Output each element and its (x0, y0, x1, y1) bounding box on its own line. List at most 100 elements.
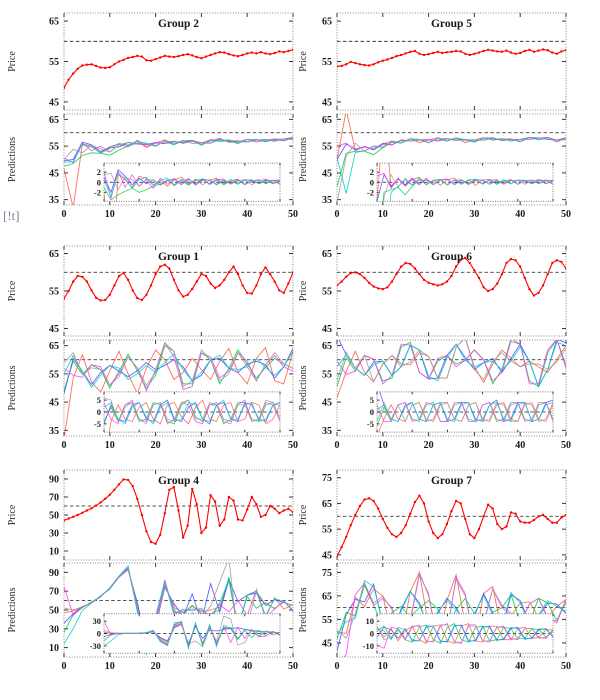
price-marker (395, 55, 398, 58)
price-marker (67, 289, 70, 293)
price-marker (250, 495, 253, 499)
prediction-series (64, 341, 293, 436)
price-marker (473, 536, 476, 540)
panel-title: Group 2 (158, 18, 199, 30)
price-marker (278, 289, 281, 292)
price-marker (218, 51, 221, 54)
price-marker (200, 531, 203, 535)
price-marker (464, 256, 467, 260)
price-marker (500, 527, 504, 531)
panel-group-6: 45 55 65 Price 35 45 55 65 Predictions Group 6 0 10… (298, 245, 571, 451)
price-marker (337, 284, 339, 287)
x-tick-label: 30 (196, 440, 206, 451)
price-marker (372, 285, 375, 288)
price-marker (459, 50, 462, 53)
price-marker (546, 517, 549, 521)
y-tick-label: 75 (322, 568, 332, 579)
price-marker (491, 49, 494, 52)
axis-label-pred: Predictions (298, 137, 309, 182)
x-tick-label: 0 (335, 209, 340, 220)
y-tick-label: 55 (322, 57, 332, 68)
price-marker (482, 515, 485, 518)
price-marker (140, 55, 144, 58)
price-marker (514, 52, 517, 55)
price-marker (195, 503, 198, 506)
price-marker (90, 507, 93, 510)
price-marker (136, 296, 139, 300)
price-marker (551, 51, 554, 54)
price-marker (441, 51, 444, 55)
price-marker (246, 291, 249, 295)
panel-group-2: 45 55 65 Price 35 45 55 65 Predictions Group 2 0 10… (7, 12, 298, 220)
price-marker (126, 278, 130, 281)
y-tick-label: 65 (322, 17, 332, 28)
price-series (337, 494, 566, 558)
error-line-trader-1 (108, 399, 280, 433)
price-marker (395, 272, 398, 276)
price-marker (200, 57, 203, 60)
price-marker (104, 66, 107, 70)
inset-y-tick-label: 5 (97, 395, 101, 405)
y-tick-label: 50 (49, 606, 59, 617)
price-marker (122, 58, 125, 62)
price-marker (505, 261, 508, 265)
price-marker (232, 54, 235, 57)
price-marker (564, 49, 566, 52)
price-marker (223, 51, 226, 54)
price-marker (473, 269, 476, 272)
x-tick-label: 20 (424, 661, 434, 672)
error-series (377, 391, 553, 433)
price-plot-frame (63, 469, 294, 561)
price-marker (72, 515, 75, 518)
price-marker (386, 58, 389, 61)
price-marker (204, 274, 208, 278)
price-marker (177, 289, 180, 292)
price-marker (358, 272, 362, 276)
x-tick-label: 40 (242, 440, 252, 451)
price-marker (163, 263, 166, 266)
error-series (104, 397, 280, 433)
y-tick-label: 10 (49, 547, 59, 558)
price-marker (390, 280, 394, 283)
error-line-trader-6 (104, 615, 280, 648)
prediction-line-trader-6 (64, 136, 293, 160)
y-tick-label: 45 (322, 168, 332, 179)
price-marker (159, 533, 162, 536)
price-marker (232, 499, 235, 502)
price-marker (278, 512, 281, 515)
price-marker (436, 50, 439, 53)
price-marker (363, 276, 366, 280)
price-marker (264, 52, 267, 55)
price-marker (422, 278, 426, 281)
price-marker (445, 51, 449, 54)
y-tick-label: 70 (49, 493, 59, 504)
x-tick-label: 20 (151, 661, 161, 672)
price-marker (282, 51, 285, 54)
price-marker (168, 55, 171, 58)
price-marker (523, 49, 526, 53)
price-marker (273, 280, 276, 283)
x-tick-label: 40 (515, 209, 525, 220)
price-marker (541, 48, 545, 51)
x-tick-label: 50 (561, 209, 571, 220)
error-series (377, 163, 553, 202)
y-tick-label: 45 (322, 97, 332, 108)
price-marker (259, 272, 263, 276)
y-tick-label: 55 (49, 57, 59, 68)
price-marker (354, 513, 357, 517)
y-tick-label: 65 (49, 341, 59, 352)
price-marker (454, 265, 458, 268)
x-tick-label: 20 (151, 440, 161, 451)
y-tick-label: 45 (49, 324, 59, 335)
x-tick-label: 30 (469, 209, 479, 220)
price-marker (555, 259, 558, 262)
price-marker (477, 527, 481, 531)
price-marker (209, 53, 212, 57)
price-marker (427, 520, 430, 523)
price-marker (264, 513, 267, 517)
price-marker (108, 66, 112, 69)
price-marker (564, 267, 566, 270)
price-marker (287, 282, 290, 285)
prediction-line-trader-6 (64, 341, 293, 388)
price-marker (122, 478, 125, 481)
